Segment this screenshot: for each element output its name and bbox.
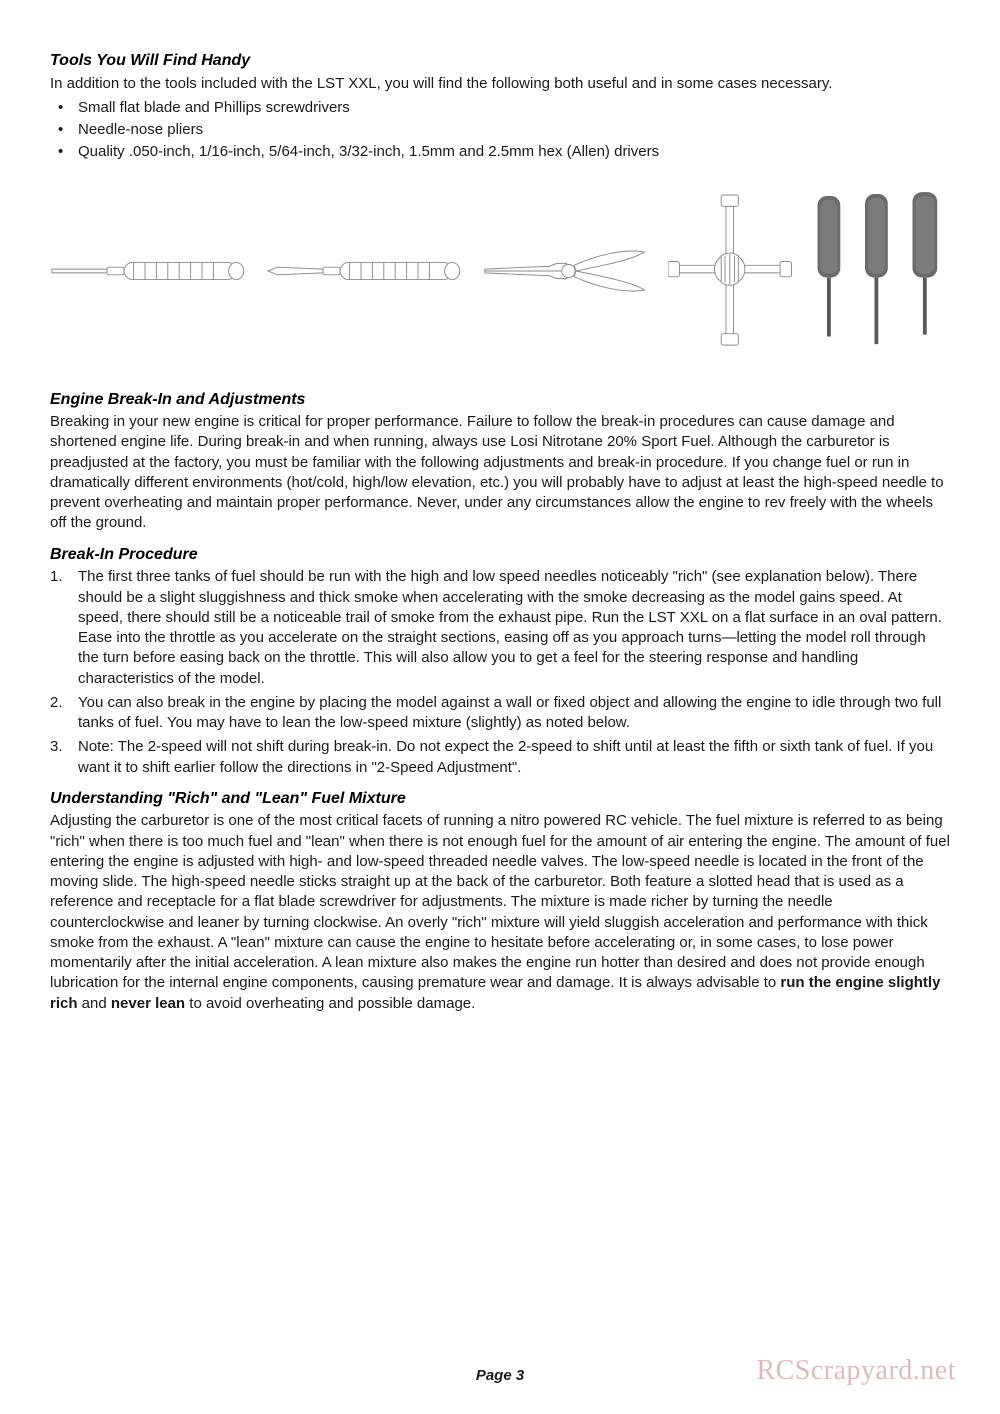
tools-section: Tools You Will Find Handy In addition to…	[50, 50, 950, 163]
tools-heading: Tools You Will Find Handy	[50, 50, 950, 72]
procedure-item: You can also break in the engine by plac…	[50, 693, 950, 734]
mixture-mid: and	[78, 995, 111, 1012]
mixture-body-post: to avoid overheating and possible damage…	[185, 995, 475, 1012]
mixture-heading: Understanding "Rich" and "Lean" Fuel Mix…	[50, 788, 950, 810]
tools-bullet: Needle-nose pliers	[50, 120, 950, 140]
tools-illustration	[50, 181, 950, 361]
phillips-screwdriver-icon	[266, 256, 466, 286]
tools-bullet: Small flat blade and Phillips screwdrive…	[50, 98, 950, 118]
flat-screwdriver-icon	[50, 256, 250, 286]
tools-intro: In addition to the tools included with t…	[50, 74, 950, 94]
watermark: RCScrapyard.net	[756, 1352, 956, 1390]
mixture-bold-2: never lean	[111, 995, 185, 1012]
mixture-section: Understanding "Rich" and "Lean" Fuel Mix…	[50, 788, 950, 1014]
breakin-body: Breaking in your new engine is critical …	[50, 412, 950, 534]
pliers-icon	[481, 241, 652, 301]
mixture-body: Adjusting the carburetor is one of the m…	[50, 811, 950, 1014]
procedure-section: Break-In Procedure The first three tanks…	[50, 544, 950, 778]
cross-wrench-icon	[668, 191, 792, 351]
procedure-heading: Break-In Procedure	[50, 544, 950, 566]
tools-bullet: Quality .050-inch, 1/16-inch, 5/64-inch,…	[50, 142, 950, 162]
procedure-item: Note: The 2-speed will not shift during …	[50, 737, 950, 778]
breakin-heading: Engine Break-In and Adjustments	[50, 389, 950, 411]
breakin-section: Engine Break-In and Adjustments Breaking…	[50, 389, 950, 534]
hex-drivers-icon	[808, 186, 951, 356]
mixture-body-pre: Adjusting the carburetor is one of the m…	[50, 812, 950, 991]
procedure-list: The first three tanks of fuel should be …	[50, 567, 950, 778]
tools-bullet-list: Small flat blade and Phillips screwdrive…	[50, 98, 950, 163]
procedure-item: The first three tanks of fuel should be …	[50, 567, 950, 689]
